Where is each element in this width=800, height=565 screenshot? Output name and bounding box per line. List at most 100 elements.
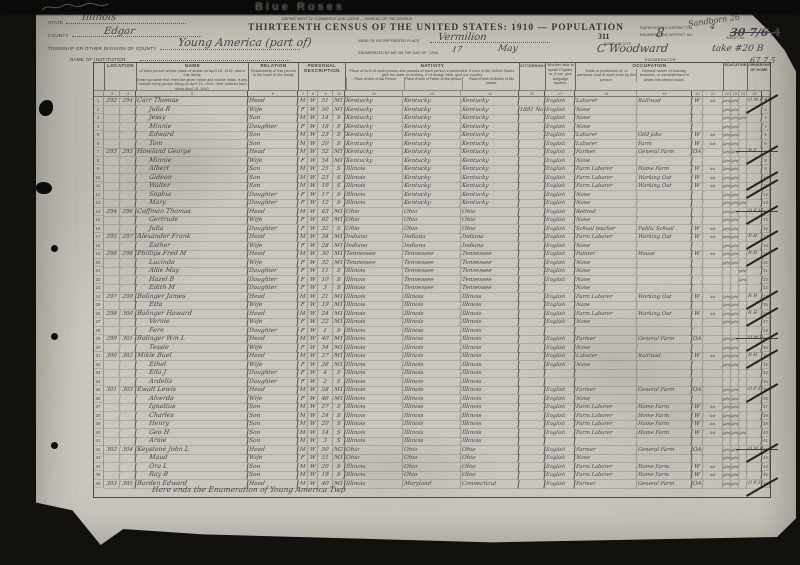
name-note2: Enter surname first, then the given name… <box>137 77 248 82</box>
cell-r: Son <box>247 471 299 480</box>
cell-ct <box>518 207 546 216</box>
cell-a: 34 <box>317 233 334 242</box>
cell-n: Fern <box>135 326 249 335</box>
strike-mark <box>736 151 778 153</box>
cell-ct <box>518 352 546 361</box>
cell-a: 28 <box>317 241 334 250</box>
cell-lg: English <box>544 114 576 123</box>
cell-pf: Illinois <box>402 309 462 318</box>
cell-pf: Illinois <box>402 428 462 437</box>
cell-a: 14 <box>317 114 334 123</box>
cell-pb: Illinois <box>344 318 404 327</box>
column-number: 8 <box>308 91 318 97</box>
cell-f <box>119 403 137 412</box>
cell-wk <box>702 360 724 369</box>
cell-i <box>636 369 693 378</box>
cell-wk <box>702 258 724 267</box>
cell-pm: Illinois <box>460 309 520 318</box>
cell-dw <box>103 403 121 412</box>
cell-o: None <box>574 454 638 463</box>
cell-a: 20 <box>317 420 334 429</box>
cell-o <box>574 369 638 378</box>
cell-dw <box>103 165 121 174</box>
cell-f <box>119 326 137 335</box>
cell-num: 3 <box>762 114 770 123</box>
cell-ct <box>518 335 546 344</box>
cell-l: 20 <box>93 258 104 267</box>
cell-pm: Tennessee <box>460 250 520 259</box>
cell-i <box>636 394 693 403</box>
cell-lg: English <box>544 258 576 267</box>
cell-pf: Ohio <box>402 224 462 233</box>
cell-r: Wife <box>247 216 299 225</box>
cell-r: Head <box>247 386 299 395</box>
cell-pb: Indiana <box>344 233 404 242</box>
cell-pf: Illinois <box>402 411 462 420</box>
cell-i: General Farm <box>636 335 693 344</box>
enumerator-signature: C Woodward <box>596 42 669 55</box>
cell-h <box>746 284 763 293</box>
cell-lg: English <box>544 233 576 242</box>
cell-pf: Illinois <box>402 292 462 301</box>
cell-f <box>119 318 137 327</box>
cell-i: Farm <box>636 139 693 148</box>
cell-n: Henry <box>135 420 249 429</box>
cell-pm: Indiana <box>460 233 520 242</box>
column-number: 3 <box>104 91 120 97</box>
cell-lg: English <box>544 267 576 276</box>
cell-r: Daughter <box>247 275 299 284</box>
scan-blob <box>39 100 53 116</box>
cell-wk: no <box>702 420 724 429</box>
cell-pb: Ohio <box>344 445 404 454</box>
cell-r: Son <box>247 114 299 123</box>
cell-wk: no <box>702 165 724 174</box>
occupation-label: OCCUPATION <box>632 63 667 68</box>
cell-num: 12 <box>762 190 770 199</box>
cell-a: 4 <box>317 369 334 378</box>
cell-f <box>119 114 137 123</box>
cell-o: Laborer <box>574 139 638 148</box>
cell-l: 39 <box>93 420 104 429</box>
cell-r: Son <box>247 411 299 420</box>
cell-lg: English <box>544 318 576 327</box>
cell-a: 17 <box>317 190 334 199</box>
cell-dw <box>103 131 121 140</box>
cell-wk <box>702 241 724 250</box>
cell-o: Laborer <box>574 131 638 140</box>
cell-n: Edith M <box>135 284 249 293</box>
cell-ct <box>518 454 546 463</box>
cell-a: 46 <box>317 394 334 403</box>
cell-lg: English <box>544 360 576 369</box>
cell-dw <box>103 241 121 250</box>
cell-a: 26 <box>317 360 334 369</box>
cell-pf: Ohio <box>402 216 462 225</box>
cell-pm: Kentucky <box>460 199 520 208</box>
cell-ct <box>518 471 546 480</box>
cell-pb: Illinois <box>344 428 404 437</box>
cell-pb: Illinois <box>344 437 404 446</box>
cell-pf: Illinois <box>402 335 462 344</box>
cell-wk <box>702 207 724 216</box>
cell-o: Farm Laborer <box>574 182 638 191</box>
education-header: EDUCATION <box>723 62 748 91</box>
nativity-mother-label: Place of birth of Mother of this person. <box>462 77 519 90</box>
cell-pb: Kentucky <box>344 97 404 106</box>
cell-lg <box>544 284 576 293</box>
cell-f: 294 <box>119 97 137 106</box>
cell-pb: Illinois <box>344 275 404 284</box>
cell-f: 302 <box>119 352 137 361</box>
cell-n: Minnie <box>135 122 249 131</box>
cell-o: None <box>574 343 638 352</box>
cell-pb: Illinois <box>344 301 404 310</box>
cell-pm: Illinois <box>460 301 520 310</box>
cell-o: None <box>574 275 638 284</box>
cell-pb: Illinois <box>344 479 404 488</box>
cell-wk: no <box>702 411 724 420</box>
cell-pb: Illinois <box>344 471 404 480</box>
cell-pb: Illinois <box>344 343 404 352</box>
cell-a: 19 <box>317 471 334 480</box>
cell-lg: English <box>544 411 576 420</box>
cell-lg <box>544 326 576 335</box>
cell-l: 13 <box>93 199 104 208</box>
cell-wk <box>702 386 724 395</box>
